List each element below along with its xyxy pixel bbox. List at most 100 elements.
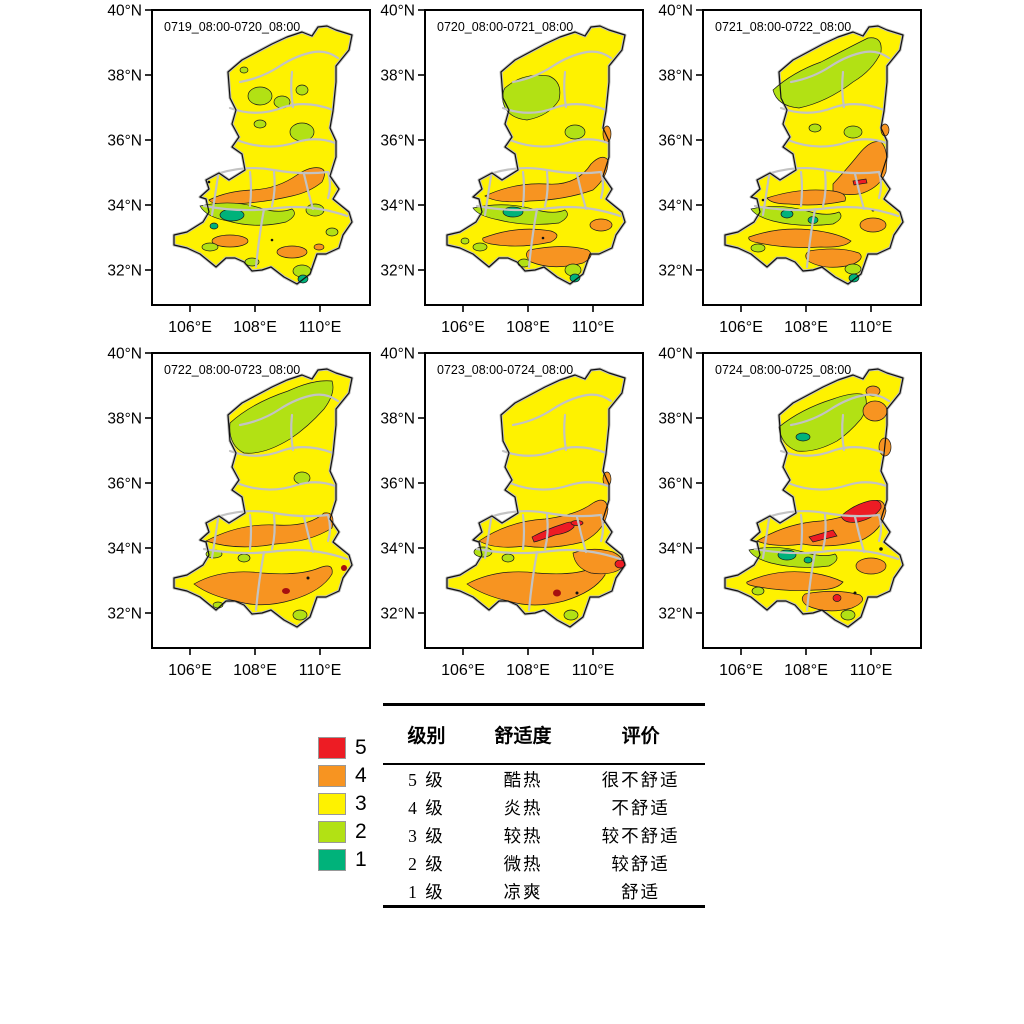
prefecture-border xyxy=(821,513,827,551)
comfort-region-L2 xyxy=(563,609,579,621)
province-base xyxy=(172,24,354,286)
prefecture-border xyxy=(491,166,603,175)
prefecture-border xyxy=(789,393,891,427)
legend-swatch-2 xyxy=(318,821,346,843)
prefecture-border xyxy=(302,515,315,554)
province-outline xyxy=(446,25,626,285)
y-tick-label: 40°N xyxy=(107,346,142,363)
table-cell: 不舒适 xyxy=(611,797,670,818)
y-tick-label: 32°N xyxy=(658,263,693,280)
prefecture-border xyxy=(543,513,549,551)
table-header-row: 级别 舒适度 评价 xyxy=(383,706,705,765)
legend-item-1: 1 xyxy=(318,848,367,871)
province-outline xyxy=(724,368,904,628)
legend-label-1: 1 xyxy=(355,848,367,871)
comfort-region-Lk xyxy=(306,576,310,580)
x-tick-label: 108°E xyxy=(233,662,277,679)
map-panel-5: 106°E 108°E 110°E 40°N 38°N 36°N 34°N 32°N 0723_… xyxy=(373,343,645,688)
prefecture-border xyxy=(235,138,337,148)
province-outline xyxy=(173,25,353,285)
y-tick-label: 34°N xyxy=(658,541,693,558)
prefecture-border xyxy=(769,166,881,175)
comfort-region-Lk xyxy=(761,198,765,202)
table-cell: 舒适 xyxy=(621,881,661,902)
prefecture-border xyxy=(228,446,335,457)
prefecture-border xyxy=(805,207,817,269)
map-layers xyxy=(445,24,627,286)
legend-swatch-4 xyxy=(318,765,346,787)
comfort-region-L2 xyxy=(460,237,470,245)
legend-item-4: 4 xyxy=(318,764,367,787)
comfort-region-L2 xyxy=(239,66,249,74)
x-tick-label: 110°E xyxy=(299,319,342,336)
comfort-region-L1 xyxy=(209,222,219,230)
province-outline xyxy=(446,368,626,628)
comfort-region-L1 xyxy=(848,273,860,283)
table-cell: 较热 xyxy=(503,825,543,846)
map-frame xyxy=(702,352,922,649)
y-tick-label: 34°N xyxy=(658,198,693,215)
prefecture-border xyxy=(799,170,804,208)
y-tick-label: 40°N xyxy=(107,3,142,20)
comfort-region-L2 xyxy=(229,380,334,454)
map-frame xyxy=(424,352,644,649)
comfort-region-L4 xyxy=(756,500,887,547)
table-cell: 4 级 xyxy=(408,797,445,818)
x-tick-label: 106°E xyxy=(168,319,212,336)
table-row: 5 级 酷热 很不舒适 xyxy=(383,765,705,793)
y-tick-label: 36°N xyxy=(380,476,415,493)
prefecture-border xyxy=(779,446,886,457)
comfort-region-L2 xyxy=(292,609,308,621)
comfort-region-L4 xyxy=(276,245,308,259)
prefecture-border xyxy=(202,547,349,561)
x-tick-label: 110°E xyxy=(850,662,893,679)
map-panel-4: 106°E 108°E 110°E 40°N 38°N 36°N 34°N 32°N 0722_… xyxy=(100,343,372,688)
prefecture-border xyxy=(575,515,588,554)
y-tick-label: 40°N xyxy=(380,3,415,20)
comfort-region-L2 xyxy=(247,86,273,106)
map-panel-1: 106°E 108°E 110°E 40°N 38°N 36°N 34°N 32°N 0719_… xyxy=(100,0,372,345)
y-tick-label: 32°N xyxy=(380,606,415,623)
prefecture-border xyxy=(521,513,526,551)
prefecture-border xyxy=(789,50,891,84)
table-row: 4 级 炎热 不舒适 xyxy=(383,793,705,821)
table-row: 2 级 微热 较舒适 xyxy=(383,849,705,877)
table-header-comfort: 舒适度 xyxy=(494,726,552,747)
prefecture-border xyxy=(290,413,295,452)
x-tick-label: 110°E xyxy=(572,319,615,336)
x-tick-label: 108°E xyxy=(784,319,828,336)
legend-swatch-1 xyxy=(318,849,346,871)
y-tick-label: 36°N xyxy=(658,476,693,493)
prefecture-border xyxy=(853,515,866,554)
comfort-region-Lk xyxy=(207,180,211,184)
comfort-region-LD xyxy=(553,589,561,597)
prefecture-border xyxy=(248,170,253,208)
y-tick-label: 40°N xyxy=(658,346,693,363)
prefecture-border xyxy=(248,513,253,551)
y-tick-label: 36°N xyxy=(107,133,142,150)
prefecture-border xyxy=(508,138,610,148)
comfort-region-L4 xyxy=(801,590,863,612)
prefecture-border xyxy=(326,513,332,543)
map-panel-2: 106°E 108°E 110°E 40°N 38°N 36°N 34°N 32°N 0720_… xyxy=(373,0,645,345)
comfort-region-L2 xyxy=(253,119,267,129)
x-tick-label: 108°E xyxy=(233,319,277,336)
comfort-region-L1 xyxy=(502,206,524,218)
prefecture-border xyxy=(821,170,827,208)
comfort-region-L1 xyxy=(780,209,794,219)
y-tick-label: 38°N xyxy=(380,68,415,85)
prefecture-border xyxy=(270,513,276,551)
map-canvas: 106°E 108°E 110°E 40°N 38°N 36°N 34°N 32°N 0722_… xyxy=(107,346,371,679)
x-tick-label: 108°E xyxy=(784,662,828,679)
comfort-region-L2 xyxy=(564,124,586,140)
prefecture-border xyxy=(841,70,846,109)
panel-title: 0721_08:00-0722_08:00 xyxy=(715,20,851,34)
panel-title: 0720_08:00-0721_08:00 xyxy=(437,20,573,34)
comfort-region-L2 xyxy=(501,553,515,563)
prefecture-border xyxy=(326,170,332,200)
prefecture-border xyxy=(753,547,900,561)
table-cell: 酷热 xyxy=(503,769,543,790)
comfort-region-L5 xyxy=(531,521,575,543)
map-layers xyxy=(445,367,627,629)
comfort-region-LD xyxy=(341,565,347,571)
